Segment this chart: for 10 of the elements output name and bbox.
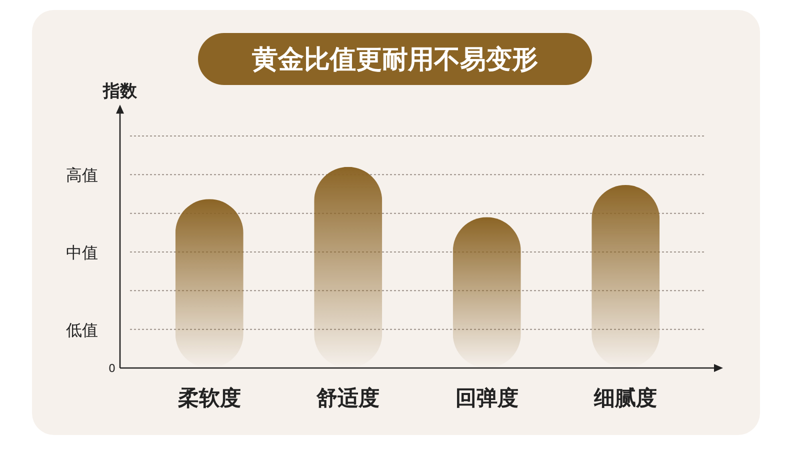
x-tick-label: 柔软度: [176, 386, 241, 410]
text: 高值: [66, 166, 98, 185]
text: 低值: [66, 320, 98, 340]
x-tick-label: 细腻度: [593, 386, 658, 410]
x-tick-label: 舒适度: [316, 386, 380, 410]
x-tick-label: 回弹度: [455, 386, 518, 410]
title: 黄金比值更耐用不易变形: [252, 45, 538, 75]
y-axis-title: 指数: [102, 82, 138, 102]
text: 0: [108, 362, 116, 375]
text: 中值: [66, 242, 98, 262]
